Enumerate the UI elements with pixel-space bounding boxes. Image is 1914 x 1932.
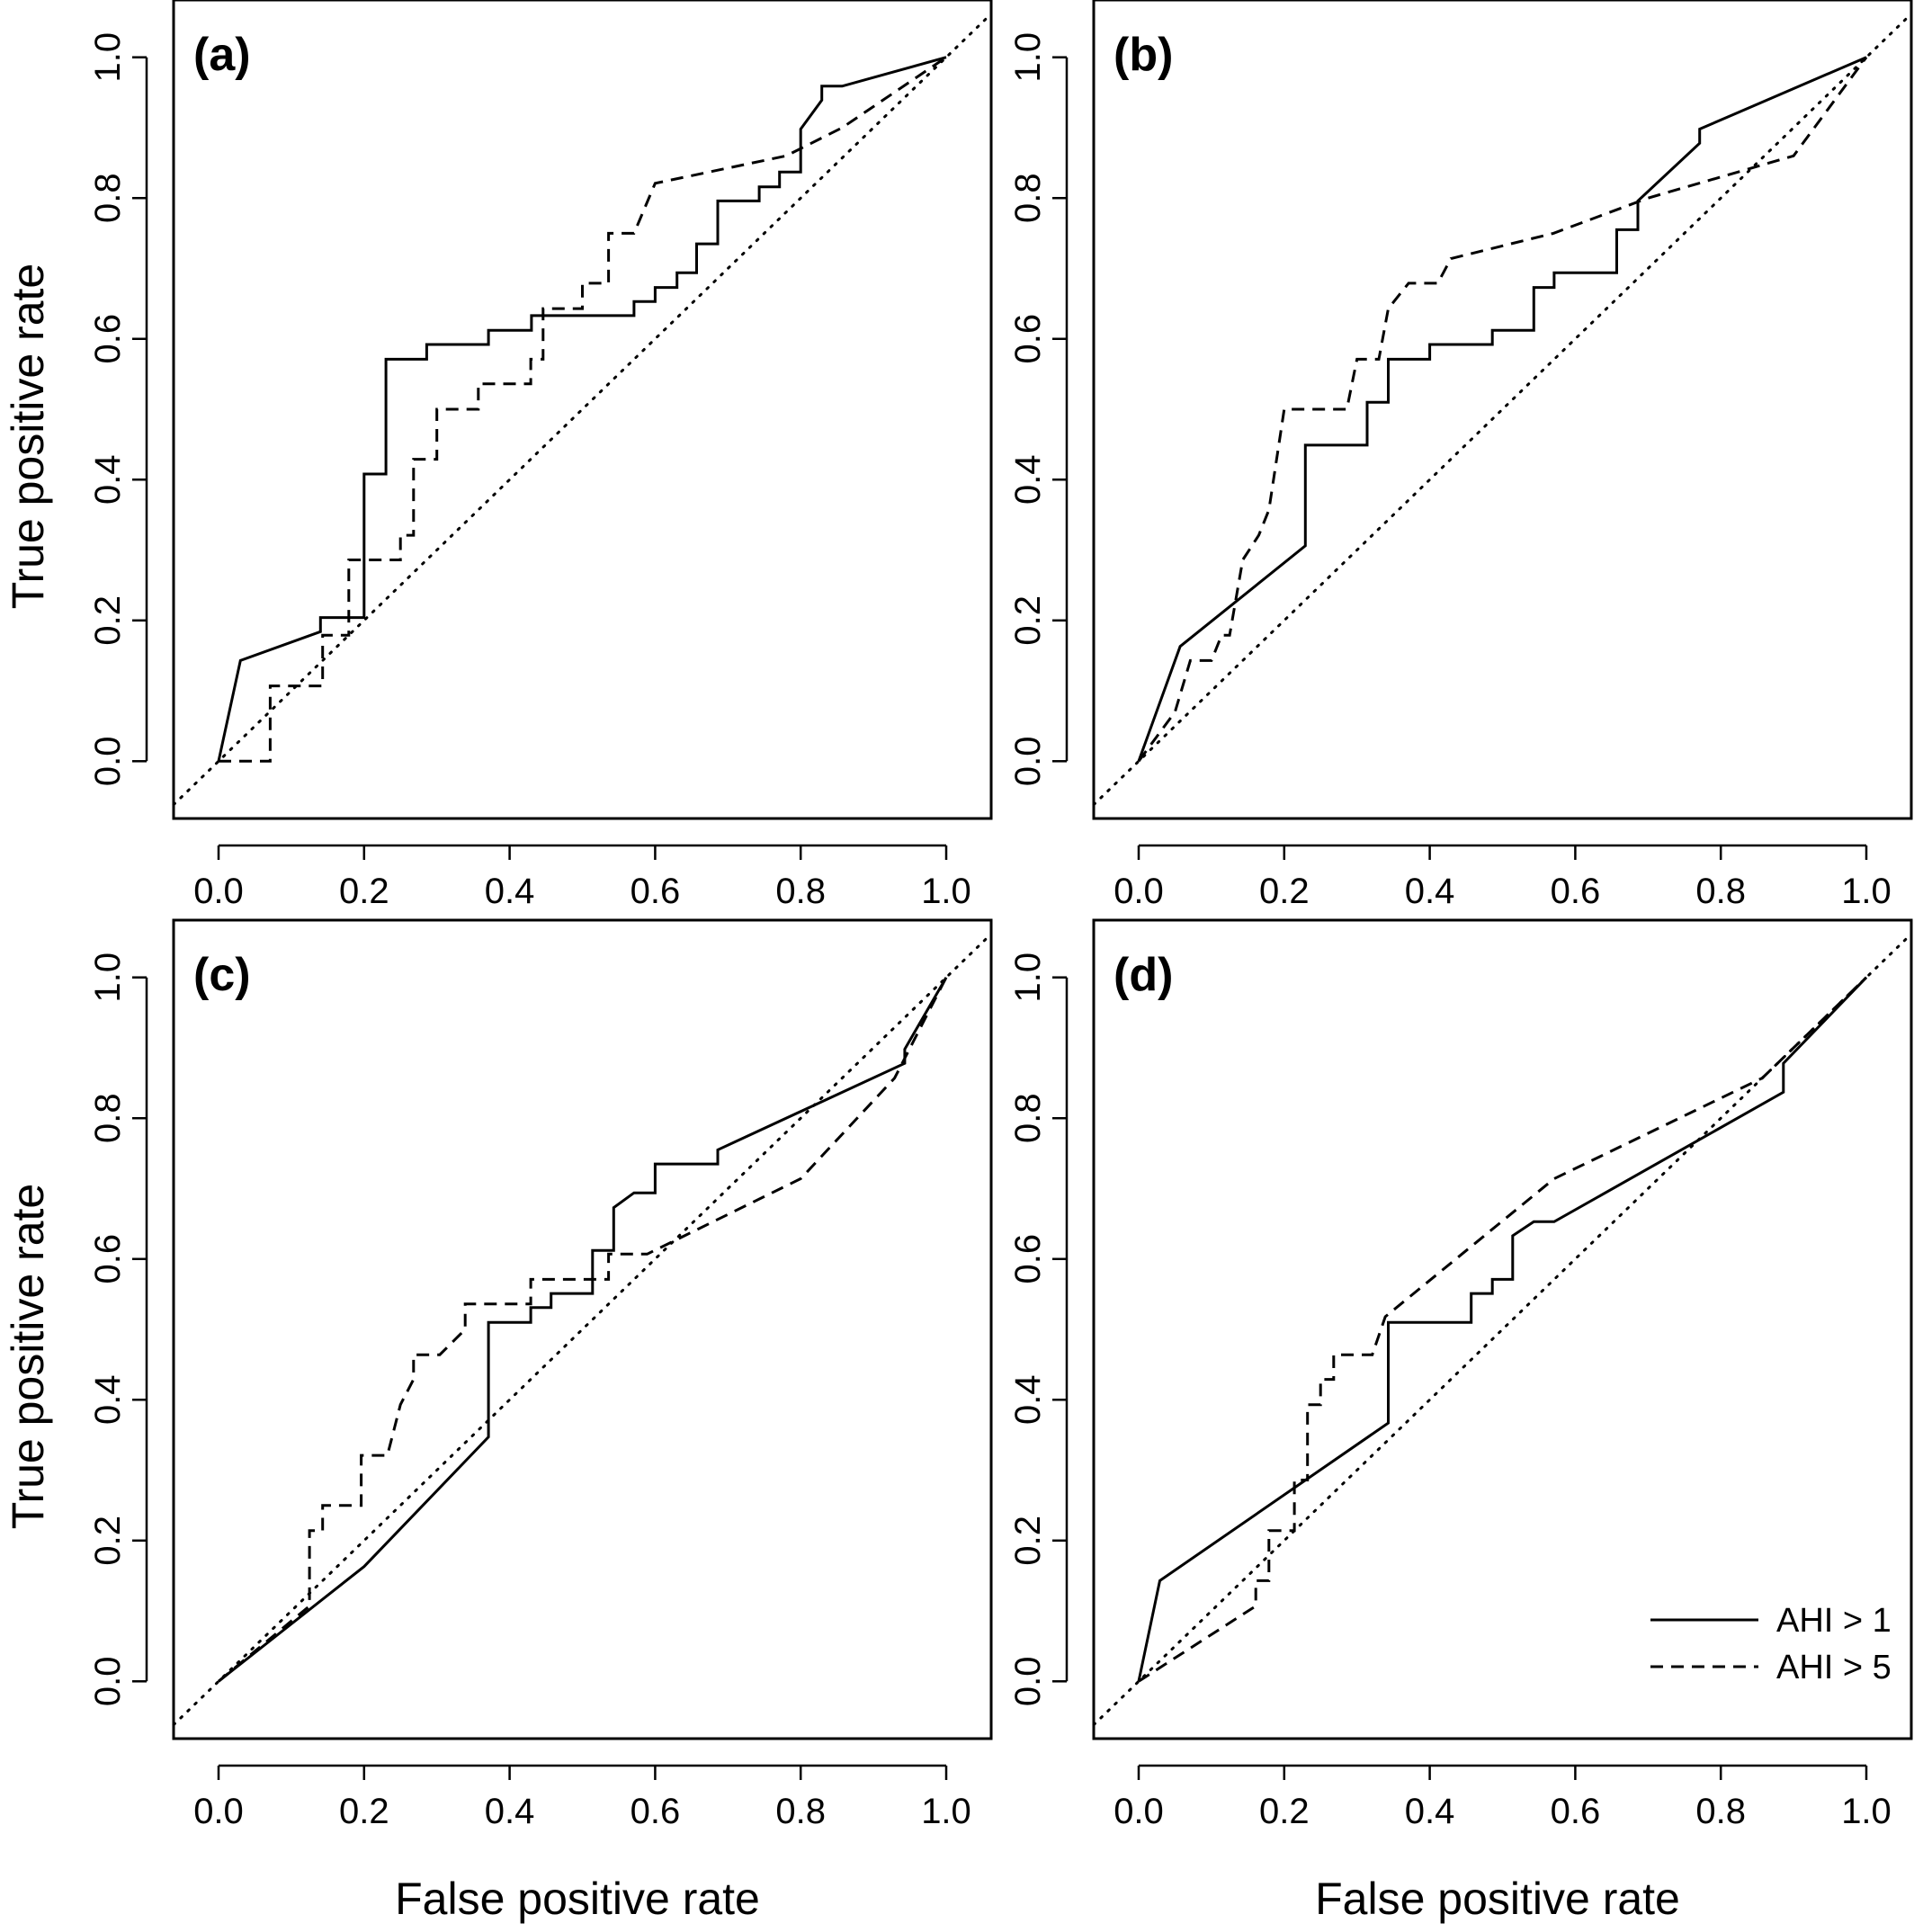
roc-curve-solid-b bbox=[1137, 56, 1867, 762]
x-axis-title-right: False positive rate bbox=[1315, 1874, 1680, 1924]
x-tick-label-b: 0.8 bbox=[1695, 872, 1746, 911]
legend-label-dashed: AHI > 5 bbox=[1776, 1649, 1892, 1686]
y-tick-label-b: 0.4 bbox=[1008, 454, 1048, 505]
panel-label-d: (d) bbox=[1114, 949, 1173, 1001]
x-tick-label-b: 0.2 bbox=[1259, 872, 1310, 911]
y-tick-label-b: 0.8 bbox=[1008, 173, 1048, 223]
roc-curve-dashed-d bbox=[1138, 976, 1868, 1683]
y-tick-label-c: 0.0 bbox=[88, 1656, 128, 1706]
y-tick-label-b: 1.0 bbox=[1008, 32, 1048, 83]
y-tick-label-b: 0.0 bbox=[1008, 736, 1048, 786]
y-tick-label-d: 0.2 bbox=[1008, 1516, 1048, 1566]
x-tick-label-d: 0.8 bbox=[1695, 1792, 1746, 1831]
y-tick-label-a: 0.4 bbox=[88, 454, 128, 505]
y-tick-label-a: 0.6 bbox=[88, 314, 128, 364]
y-tick-label-b: 0.2 bbox=[1008, 595, 1048, 646]
roc-curve-dashed-b bbox=[1137, 56, 1868, 763]
panel-b: 0.0 0.2 0.4 0.6 0.8 1.0 0.0 0.2 0.4 0.6 0.8 1.0 (b) bbox=[1008, 0, 1913, 911]
y-axis-title-bottom: True positive rate bbox=[3, 1184, 53, 1529]
panel-c: 0.0 0.2 0.4 0.6 0.8 1.0 0.0 0.2 0.4 0.6 0.8 1.0 (c) bbox=[88, 918, 993, 1831]
reference-diagonal-a bbox=[172, 12, 993, 807]
reference-diagonal-c bbox=[172, 932, 993, 1727]
x-tick-label-c: 0.8 bbox=[775, 1792, 826, 1831]
x-tick-label-b: 0.4 bbox=[1405, 872, 1455, 911]
x-tick-label-b: 0.0 bbox=[1114, 872, 1164, 911]
roc-curve-solid-c bbox=[218, 976, 948, 1683]
plot-frame-d bbox=[1092, 918, 1913, 1740]
panel-d: 0.0 0.2 0.4 0.6 0.8 1.0 0.0 0.2 0.4 0.6 0.8 1.0 (d) A… bbox=[1008, 918, 1913, 1831]
roc-curve-solid-d bbox=[1137, 976, 1868, 1682]
y-tick-label-d: 0.8 bbox=[1008, 1093, 1048, 1143]
y-tick-label-a: 0.2 bbox=[88, 595, 128, 646]
x-tick-label-a: 0.0 bbox=[193, 872, 244, 911]
roc-curve-solid-a bbox=[217, 56, 947, 762]
x-tick-label-d: 1.0 bbox=[1841, 1792, 1892, 1831]
x-tick-label-d: 0.0 bbox=[1114, 1792, 1164, 1831]
x-tick-label-c: 0.4 bbox=[485, 1792, 535, 1831]
y-tick-label-d: 0.4 bbox=[1008, 1374, 1048, 1425]
y-tick-label-c: 0.4 bbox=[88, 1374, 128, 1425]
y-tick-label-c: 0.8 bbox=[88, 1093, 128, 1143]
x-tick-label-a: 1.0 bbox=[921, 872, 971, 911]
x-tick-label-b: 0.6 bbox=[1551, 872, 1601, 911]
panel-a: 0.0 0.2 0.4 0.6 0.8 1.0 0.0 0.2 0.4 0.6 0.8 1.0 (a) bbox=[88, 0, 993, 911]
y-tick-label-c: 0.6 bbox=[88, 1234, 128, 1284]
y-tick-label-d: 0.0 bbox=[1008, 1656, 1048, 1706]
y-tick-label-d: 1.0 bbox=[1008, 953, 1048, 1003]
x-tick-label-c: 1.0 bbox=[921, 1792, 971, 1831]
legend-label-solid: AHI > 1 bbox=[1776, 1602, 1892, 1640]
x-tick-label-c: 0.2 bbox=[339, 1792, 389, 1831]
roc-curve-dashed-a bbox=[219, 56, 947, 763]
panel-label-a: (a) bbox=[193, 29, 251, 81]
panel-label-c: (c) bbox=[193, 949, 251, 1001]
y-tick-label-a: 1.0 bbox=[88, 32, 128, 83]
x-tick-label-a: 0.4 bbox=[485, 872, 535, 911]
y-tick-label-c: 1.0 bbox=[88, 953, 128, 1003]
reference-diagonal-b bbox=[1092, 12, 1913, 807]
y-tick-label-a: 0.8 bbox=[88, 173, 128, 223]
plot-frame-c bbox=[172, 918, 993, 1740]
y-tick-label-d: 0.6 bbox=[1008, 1234, 1048, 1284]
y-tick-label-b: 0.6 bbox=[1008, 314, 1048, 364]
x-tick-label-b: 1.0 bbox=[1841, 872, 1892, 911]
y-axis-title-top: True positive rate bbox=[3, 264, 53, 609]
x-tick-label-d: 0.2 bbox=[1259, 1792, 1310, 1831]
x-tick-label-a: 0.8 bbox=[775, 872, 826, 911]
x-axis-title-left: False positive rate bbox=[395, 1874, 760, 1924]
x-tick-label-d: 0.4 bbox=[1405, 1792, 1455, 1831]
x-tick-label-a: 0.6 bbox=[631, 872, 681, 911]
x-tick-label-c: 0.0 bbox=[193, 1792, 244, 1831]
x-tick-label-c: 0.6 bbox=[631, 1792, 681, 1831]
roc-curve-dashed-c bbox=[218, 977, 948, 1683]
x-tick-label-a: 0.2 bbox=[339, 872, 389, 911]
panel-label-b: (b) bbox=[1114, 29, 1173, 81]
y-tick-label-c: 0.2 bbox=[88, 1516, 128, 1566]
reference-diagonal-d bbox=[1092, 932, 1913, 1727]
y-tick-label-a: 0.0 bbox=[88, 736, 128, 786]
plot-frame-a bbox=[172, 0, 993, 820]
plot-frame-b bbox=[1092, 0, 1913, 820]
x-tick-label-d: 0.6 bbox=[1551, 1792, 1601, 1831]
